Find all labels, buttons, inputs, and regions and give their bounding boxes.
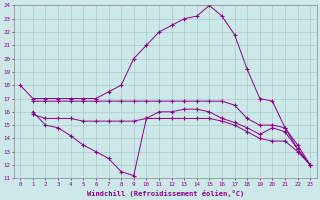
X-axis label: Windchill (Refroidissement éolien,°C): Windchill (Refroidissement éolien,°C) [87, 190, 244, 197]
